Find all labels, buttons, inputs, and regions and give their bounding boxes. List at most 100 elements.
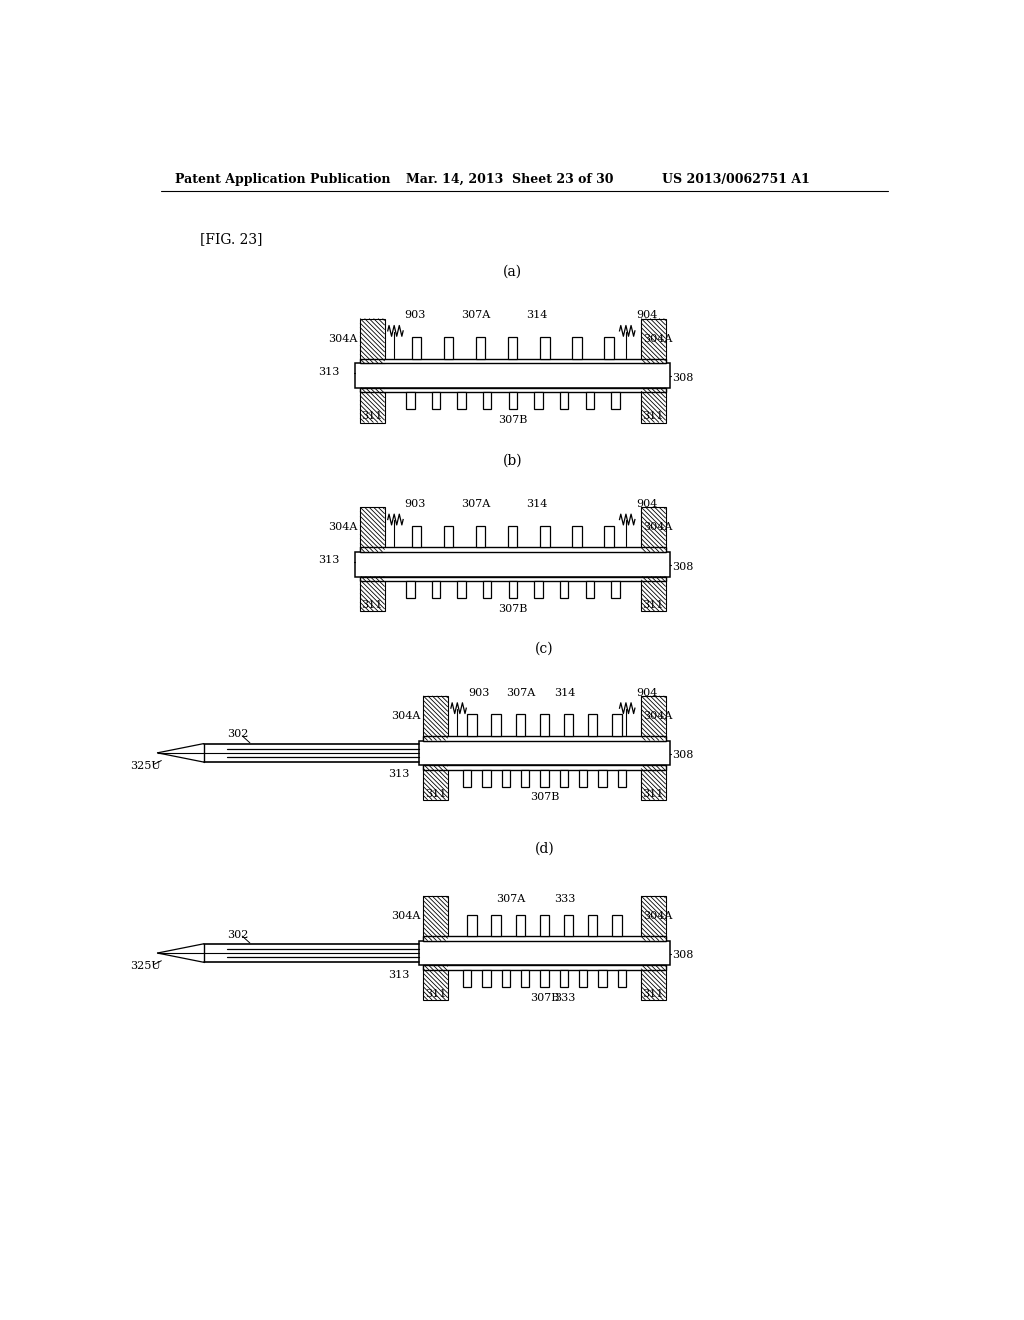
Text: 333: 333 <box>554 994 575 1003</box>
Text: 302: 302 <box>226 929 248 940</box>
Bar <box>559 770 568 787</box>
Text: 314: 314 <box>525 310 547 321</box>
Text: 311: 311 <box>643 601 664 610</box>
Bar <box>641 696 666 741</box>
Text: 308: 308 <box>672 750 693 760</box>
Bar <box>458 392 466 409</box>
Text: (c): (c) <box>536 642 554 656</box>
Text: 311: 311 <box>361 601 383 610</box>
Bar <box>502 970 510 987</box>
Text: 325U: 325U <box>131 961 161 972</box>
Bar <box>572 337 582 359</box>
Bar <box>535 392 543 409</box>
Bar <box>612 915 622 936</box>
Text: 307A: 307A <box>506 688 535 698</box>
Bar <box>541 337 550 359</box>
Bar <box>586 392 594 409</box>
Bar <box>508 525 517 548</box>
Bar <box>444 525 454 548</box>
Text: 304A: 304A <box>643 711 673 721</box>
Bar <box>617 770 626 787</box>
Text: 314: 314 <box>525 499 547 510</box>
Bar <box>463 970 471 987</box>
Text: Mar. 14, 2013  Sheet 23 of 30: Mar. 14, 2013 Sheet 23 of 30 <box>407 173 613 186</box>
Bar <box>564 714 573 737</box>
Text: 308: 308 <box>672 950 693 961</box>
Bar <box>423 696 447 741</box>
Bar <box>588 714 597 737</box>
Text: 313: 313 <box>388 770 410 779</box>
Bar <box>540 915 549 936</box>
Text: 311: 311 <box>425 989 446 999</box>
Bar <box>541 970 549 987</box>
Bar <box>641 577 666 611</box>
Bar <box>423 936 666 941</box>
Bar <box>360 507 385 552</box>
Text: (a): (a) <box>504 264 522 279</box>
Text: 304A: 304A <box>643 911 673 921</box>
Bar <box>509 392 517 409</box>
Text: (d): (d) <box>535 842 554 857</box>
Text: 307A: 307A <box>496 894 525 904</box>
Bar <box>641 507 666 552</box>
Text: 308: 308 <box>672 561 693 572</box>
Bar <box>540 714 549 737</box>
Bar <box>560 392 568 409</box>
Bar <box>641 318 666 363</box>
Text: 314: 314 <box>554 688 575 698</box>
Bar <box>559 970 568 987</box>
Text: 313: 313 <box>317 556 339 565</box>
Bar <box>420 942 669 964</box>
Bar <box>357 553 669 576</box>
Text: 313: 313 <box>388 970 410 979</box>
Bar <box>535 581 543 598</box>
Bar <box>492 714 501 737</box>
Bar <box>579 970 588 987</box>
Bar <box>463 770 471 787</box>
Bar <box>572 525 582 548</box>
Text: [FIG. 23]: [FIG. 23] <box>200 232 262 247</box>
Text: 304A: 304A <box>391 911 421 921</box>
Text: 302: 302 <box>226 730 248 739</box>
Bar <box>617 970 626 987</box>
Text: 304A: 304A <box>643 334 673 343</box>
Text: 304A: 304A <box>329 334 357 343</box>
Bar <box>564 915 573 936</box>
Bar <box>492 915 501 936</box>
Bar <box>604 525 613 548</box>
Bar <box>355 552 671 577</box>
Bar <box>360 577 385 611</box>
Bar <box>458 581 466 598</box>
Text: 904: 904 <box>637 688 657 698</box>
Bar <box>476 337 485 359</box>
Bar <box>360 388 385 422</box>
Bar <box>467 915 476 936</box>
Bar <box>509 581 517 598</box>
Bar <box>444 337 454 359</box>
Bar <box>483 392 492 409</box>
Bar <box>541 770 549 787</box>
Bar <box>516 714 525 737</box>
Bar <box>419 941 671 965</box>
Bar <box>508 337 517 359</box>
Text: (b): (b) <box>503 453 522 467</box>
Bar <box>502 770 510 787</box>
Bar <box>423 737 666 741</box>
Text: 903: 903 <box>404 499 426 510</box>
Text: 903: 903 <box>404 310 426 321</box>
Bar <box>611 392 620 409</box>
Bar <box>420 742 669 763</box>
Bar <box>355 363 671 388</box>
Text: 333: 333 <box>554 894 575 904</box>
Text: 307B: 307B <box>529 792 559 803</box>
Text: 307B: 307B <box>499 603 527 614</box>
Text: 313: 313 <box>317 367 339 376</box>
Text: 311: 311 <box>643 788 664 799</box>
Bar <box>641 388 666 422</box>
Bar <box>579 770 588 787</box>
Bar <box>598 770 606 787</box>
Text: 307B: 307B <box>499 416 527 425</box>
Text: 904: 904 <box>637 499 657 510</box>
Bar <box>476 525 485 548</box>
Bar <box>541 525 550 548</box>
